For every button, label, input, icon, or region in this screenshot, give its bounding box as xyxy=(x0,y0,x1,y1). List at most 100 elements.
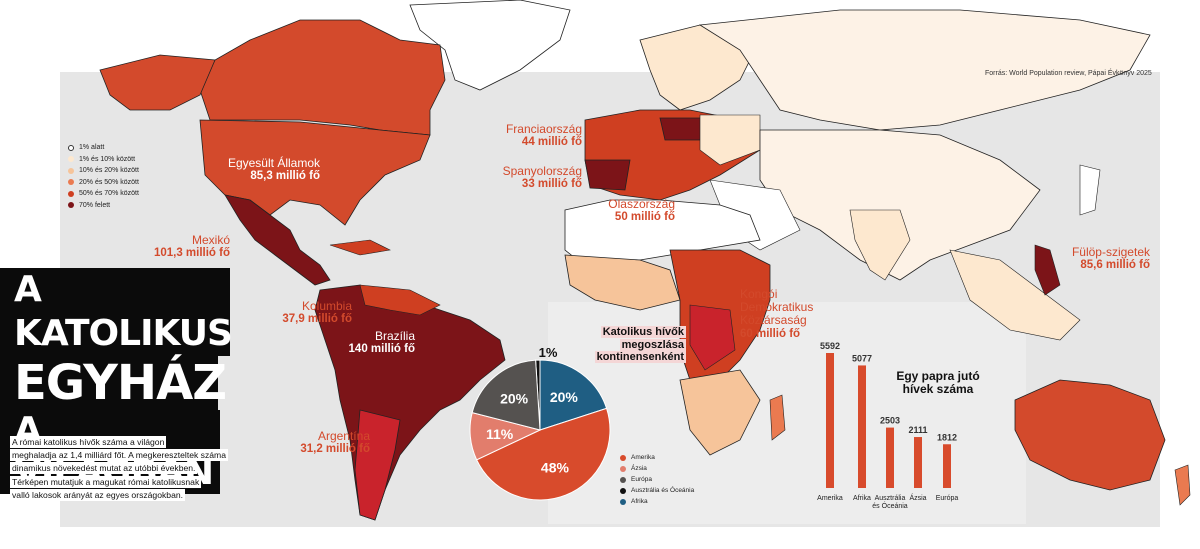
country-name: Mexikó xyxy=(191,233,230,247)
intro-text: A római katolikus hívők száma a világon … xyxy=(10,436,272,502)
label-mexico: Mexikó 101,3 millió fő xyxy=(130,233,230,260)
label-italy: Olaszország 50 millió fő xyxy=(575,197,675,224)
greenland xyxy=(409,0,571,91)
country-name: Argentína xyxy=(317,429,370,443)
country-name: Spanyolország xyxy=(502,164,582,178)
bar-category-label: Ausztrália xyxy=(875,495,906,502)
legend-item: 70% felett xyxy=(68,200,139,212)
legend-swatch xyxy=(68,202,74,209)
intro-line: valló lakosok arányát az egyes országokb… xyxy=(10,488,186,501)
country-name: Brazília xyxy=(374,329,415,343)
legend-label: 1% alatt xyxy=(79,144,105,152)
pie-title-line: kontinensenként xyxy=(594,351,686,363)
source-note: Forrás: World Population review, Pápai É… xyxy=(985,70,1152,77)
southeast-asia xyxy=(949,249,1081,341)
pie-legend-label: Ázsia xyxy=(631,465,647,472)
title-line: A KATOLIKUS xyxy=(0,268,233,356)
legend-swatch xyxy=(68,156,74,163)
poland xyxy=(659,117,706,141)
madagascar xyxy=(769,394,786,441)
country-value: 85,6 millió fő xyxy=(1080,259,1150,272)
pie-legend-swatch xyxy=(620,487,626,494)
pie-slice-afrika xyxy=(539,359,608,431)
philippines xyxy=(1034,244,1061,296)
intro-line: meghaladja az 1,4 milliárd főt. A megker… xyxy=(10,449,228,462)
country-name: Egyesült Államok xyxy=(227,156,320,170)
title-line: EGYHÁZ xyxy=(0,356,227,410)
legend-label: 50% és 70% között xyxy=(79,190,139,198)
bar-title-line: Egy papra jutó xyxy=(896,369,980,383)
pie-slice-eur-pa xyxy=(471,359,541,431)
country-value: 140 millió fő xyxy=(348,343,415,356)
bar-chart-title: Egy papra jutó hívek száma xyxy=(888,370,988,396)
country-value: 31,2 millió fő xyxy=(300,443,370,456)
pie-legend-item: Afrika xyxy=(620,496,694,507)
label-philippines: Fülöp-szigetek 85,6 millió fő xyxy=(1045,245,1150,272)
bar-value-label: 5592 xyxy=(820,341,840,351)
japan xyxy=(1079,164,1101,216)
pie-legend-label: Amerika xyxy=(631,454,655,461)
country-value: 33 millió fő xyxy=(521,178,582,191)
pie-title-line: Katolikus hívők xyxy=(600,326,686,338)
legend-item: 1% és 10% között xyxy=(68,154,139,166)
country-value: 85,3 millió fő xyxy=(250,170,320,183)
country-value: 44 millió fő xyxy=(521,136,582,149)
label-brazil: Brazília 140 millió fő xyxy=(310,329,415,356)
russia xyxy=(698,9,1151,131)
pie-slice-label: 11% xyxy=(486,426,514,442)
alaska xyxy=(99,54,216,111)
legend-item: 50% és 70% között xyxy=(68,188,139,200)
label-colombia: Kolumbia 37,9 millió fő xyxy=(252,299,352,326)
bar-title-line: hívek száma xyxy=(902,382,974,396)
pie-legend-swatch xyxy=(620,498,626,505)
bar-3 xyxy=(914,437,922,488)
pie-legend-label: Ausztrália és Óceánia xyxy=(631,487,695,494)
label-argentina: Argentína 31,2 millió fő xyxy=(270,429,370,456)
bar-4 xyxy=(943,444,951,488)
bar-value-label: 1812 xyxy=(937,432,957,442)
bar-value-label: 2503 xyxy=(880,416,900,426)
iberia xyxy=(584,159,631,191)
label-france: Franciaország 44 millió fő xyxy=(482,122,582,149)
country-value: 50 millió fő xyxy=(614,211,675,224)
pie-legend-label: Európa xyxy=(631,476,652,483)
pie-legend: Amerika Ázsia Európa Ausztrália és Óceán… xyxy=(620,452,694,507)
pie-slice-label: 20% xyxy=(500,391,529,407)
intro-line: A római katolikus hívők száma a világon xyxy=(10,436,167,448)
southern-africa xyxy=(679,369,761,456)
bar-value-label: 2111 xyxy=(908,425,927,435)
legend-item: 10% és 20% között xyxy=(68,165,139,177)
legend-swatch xyxy=(68,144,74,151)
pie-legend-item: Ausztrália és Óceánia xyxy=(620,485,694,496)
pie-title: Katolikus hívők megoszlása kontinensenké… xyxy=(584,326,686,364)
pie-chart: 20% 48% 11% 20% 1% xyxy=(469,345,611,501)
drc xyxy=(689,304,736,371)
pie-legend-swatch xyxy=(620,454,626,461)
label-drc: Kongói Demokratikus Köztársaság 60 milli… xyxy=(740,287,870,340)
bar-1 xyxy=(858,365,866,488)
country-value: 60 millió fő xyxy=(740,327,801,340)
pie-title-line: megoszlása xyxy=(619,338,686,351)
pie-slice-label-outside: 1% xyxy=(539,345,558,360)
intro-line: Térképen mutatjuk a magukat római katoli… xyxy=(10,475,202,488)
pie-legend-swatch xyxy=(620,476,626,483)
bar-0 xyxy=(826,353,834,488)
canada xyxy=(199,19,446,136)
argentina xyxy=(354,409,401,521)
legend-swatch xyxy=(68,167,74,174)
australia xyxy=(1014,379,1166,491)
pie-slice-amerika xyxy=(475,407,611,501)
map-legend: 1% alatt 1% és 10% között 10% és 20% köz… xyxy=(68,142,139,211)
label-spain: Spanyolország 33 millió fő xyxy=(482,164,582,191)
eastern-europe xyxy=(699,114,761,166)
caribbean xyxy=(329,239,391,256)
bar-category-label: Amerika xyxy=(817,495,843,502)
bar-category-label: és Óceánia xyxy=(872,501,908,510)
intro-line: dinamikus növekedést mutat az utóbbi éve… xyxy=(10,462,198,475)
west-africa xyxy=(564,254,681,311)
country-name: Franciaország xyxy=(505,122,582,136)
label-usa: Egyesült Államok 85,3 millió fő xyxy=(210,156,320,183)
pie-legend-label: Afrika xyxy=(631,498,648,505)
